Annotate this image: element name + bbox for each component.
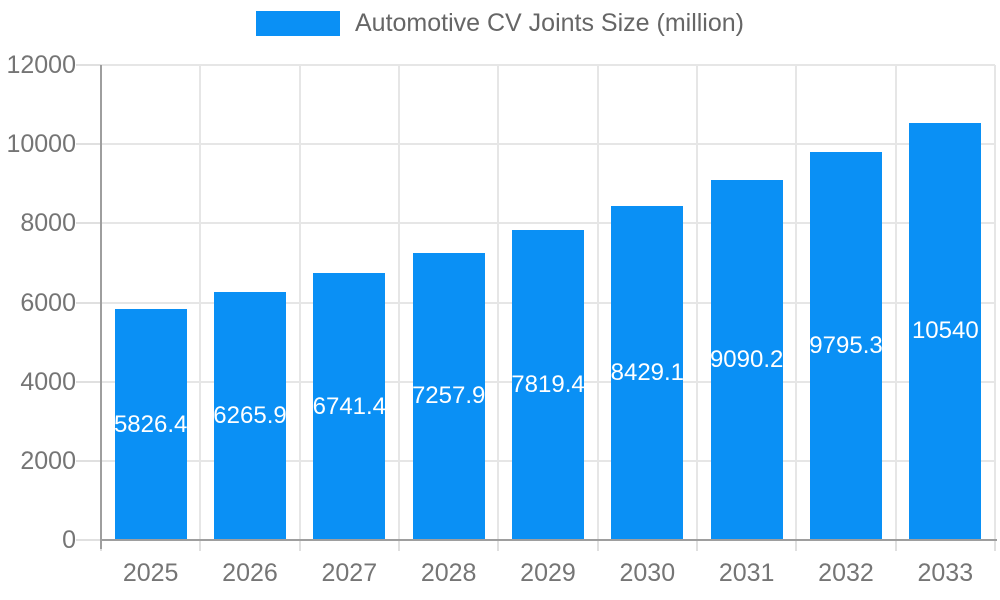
h-gridline (101, 143, 995, 146)
bar-value-label: 7257.9 (411, 382, 486, 410)
x-axis-tick (497, 540, 500, 551)
bar (710, 180, 783, 540)
v-gridline (497, 65, 500, 540)
bar-value-label: 8429.1 (610, 359, 685, 387)
x-axis-tick (398, 540, 400, 551)
y-axis-label: 10000 (6, 130, 76, 159)
bar-value-label: 6741.4 (312, 392, 387, 420)
h-gridline (101, 64, 995, 66)
bar-value-label: 5826.4 (113, 410, 188, 438)
y-axis-label: 8000 (20, 209, 76, 238)
y-axis-tick (76, 222, 101, 225)
x-axis-label: 2030 (619, 559, 676, 587)
bar (512, 230, 584, 540)
v-gridline (994, 65, 996, 540)
bar (313, 273, 386, 540)
bar-value-label: 10540 (911, 317, 979, 345)
x-axis-label: 2025 (122, 559, 179, 587)
x-axis-line (100, 539, 997, 541)
x-axis-label: 2026 (222, 559, 278, 587)
x-axis-tick (696, 540, 698, 551)
x-axis-label: 2033 (917, 559, 974, 587)
h-gridline (101, 222, 995, 225)
x-axis-tick (994, 540, 996, 551)
y-axis-tick (76, 64, 101, 66)
y-axis-tick (76, 301, 101, 304)
bar-value-label: 6265.9 (213, 401, 287, 429)
bar-value-label: 9090.2 (709, 346, 784, 374)
y-axis-label: 2000 (20, 446, 76, 475)
x-axis-tick (199, 540, 202, 551)
x-axis-tick (795, 540, 798, 551)
bar (412, 252, 485, 540)
x-axis-tick (298, 540, 301, 551)
bar (909, 122, 982, 540)
x-axis-label: 2031 (718, 559, 775, 587)
bar (214, 291, 286, 540)
y-axis-label: 12000 (6, 51, 76, 79)
bar-value-label: 7819.4 (511, 371, 585, 399)
y-axis-tick (76, 539, 101, 541)
x-axis-label: 2032 (818, 559, 874, 587)
bar-value-label: 9795.3 (809, 332, 883, 360)
v-gridline (298, 65, 301, 540)
bar (114, 309, 187, 540)
y-axis-label: 0 (62, 526, 76, 554)
x-axis-tick (894, 540, 897, 551)
x-axis-label: 2029 (520, 559, 576, 587)
legend-swatch (255, 10, 340, 36)
v-gridline (199, 65, 202, 540)
bar (810, 152, 882, 540)
bar (611, 206, 684, 540)
y-axis-tick (76, 380, 101, 383)
legend-label: Automotive CV Joints Size (million) (354, 9, 744, 37)
y-axis-label: 4000 (20, 367, 76, 396)
x-axis-label: 2027 (321, 559, 378, 587)
chart-legend: Automotive CV Joints Size (million) (0, 8, 1000, 38)
x-axis-label: 2028 (420, 559, 477, 587)
y-axis-label: 6000 (20, 288, 76, 317)
v-gridline (596, 65, 599, 540)
y-axis-tick (76, 143, 101, 146)
v-gridline (795, 65, 798, 540)
v-gridline (894, 65, 897, 540)
x-axis-tick (596, 540, 599, 551)
y-axis-line (100, 65, 102, 549)
y-axis-tick (76, 459, 101, 462)
v-gridline (696, 65, 698, 540)
v-gridline (398, 65, 400, 540)
